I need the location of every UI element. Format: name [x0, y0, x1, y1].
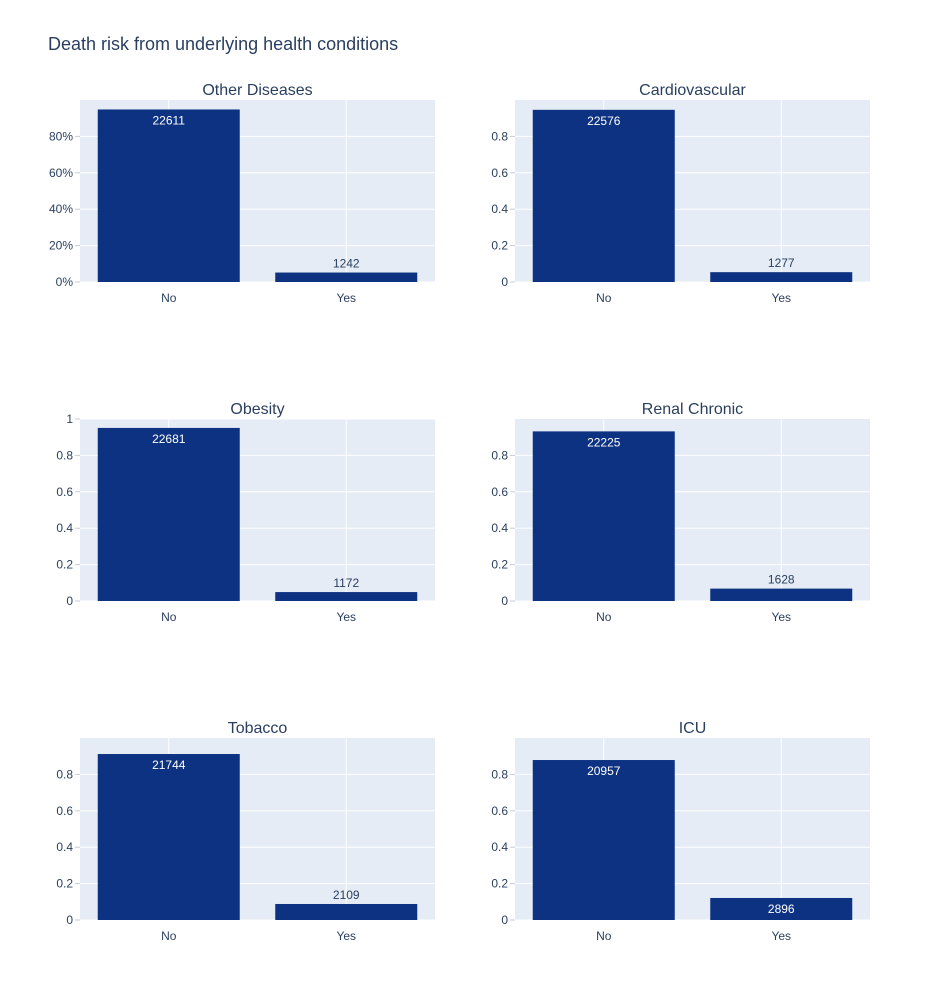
y-tick-label: 0 — [501, 275, 508, 289]
subplot-1: 0% 20% 40% 60% 80% 22611 No 1242 Yes Other Diseas… — [49, 82, 435, 305]
x-tick-label: Yes — [336, 291, 356, 305]
y-tick-label: 0 — [66, 594, 73, 608]
bar-yes — [275, 592, 418, 601]
y-tick-label: 0.8 — [56, 448, 73, 462]
subplot-title: Tobacco — [228, 720, 288, 737]
y-tick-label: 20% — [49, 239, 73, 253]
y-tick-label: 0.8 — [491, 448, 508, 462]
y-tick-label: 80% — [49, 129, 73, 143]
bar-yes — [710, 272, 853, 282]
y-tick-label: 0 — [501, 594, 508, 608]
subplot-5: 0 0.2 0.4 0.6 0.8 21744 No 2109 Yes Tobacco — [56, 720, 435, 943]
data-label: 2109 — [333, 888, 360, 902]
data-label: 20957 — [587, 764, 621, 778]
x-tick-label: No — [161, 929, 177, 943]
bar-no — [532, 760, 675, 920]
y-tick-label: 0.4 — [56, 521, 73, 535]
y-tick-label: 0.4 — [491, 521, 508, 535]
y-tick-label: 0 — [66, 913, 73, 927]
y-tick-label: 0.8 — [491, 767, 508, 781]
subplot-title: Other Diseases — [202, 82, 312, 99]
data-label: 22681 — [152, 432, 186, 446]
x-tick-label: No — [596, 929, 612, 943]
y-tick-label: 0% — [56, 275, 74, 289]
y-tick-label: 0.6 — [56, 485, 73, 499]
bar-no — [97, 754, 240, 920]
y-tick-label: 60% — [49, 166, 73, 180]
bar-no — [532, 431, 675, 601]
data-label: 21744 — [152, 758, 186, 772]
y-tick-label: 0.6 — [491, 804, 508, 818]
x-tick-label: Yes — [771, 291, 791, 305]
data-label: 1172 — [333, 576, 359, 590]
data-label: 22611 — [153, 113, 186, 127]
bar-no — [97, 427, 240, 601]
y-tick-label: 0.4 — [491, 840, 508, 854]
x-tick-label: No — [596, 291, 612, 305]
y-tick-label: 0.6 — [491, 166, 508, 180]
bar-yes — [275, 272, 418, 282]
bar-no — [97, 109, 240, 283]
y-tick-label: 0.2 — [491, 877, 508, 891]
data-label: 1242 — [333, 257, 360, 271]
subplot-title: Cardiovascular — [639, 82, 746, 99]
y-tick-label: 0.2 — [491, 239, 508, 253]
y-tick-label: 0.6 — [491, 485, 508, 499]
data-label: 1628 — [768, 573, 795, 587]
y-tick-label: 40% — [49, 202, 73, 216]
data-label: 2896 — [768, 902, 795, 916]
subplot-2: 0 0.2 0.4 0.6 0.8 22576 No 1277 Yes Cardiovascula… — [491, 82, 870, 305]
y-tick-label: 0.6 — [56, 804, 73, 818]
subplot-title: Renal Chronic — [642, 401, 743, 418]
y-tick-label: 0.4 — [491, 202, 508, 216]
subplot-3: 0 0.2 0.4 0.6 0.8 1 22681 No 1172 Yes Obesity — [56, 401, 435, 624]
subplot-6: 0 0.2 0.4 0.6 0.8 20957 No 2896 Yes ICU — [491, 720, 870, 943]
y-tick-label: 0.8 — [491, 129, 508, 143]
bar-no — [532, 109, 675, 282]
y-tick-label: 0.2 — [491, 558, 508, 572]
y-tick-label: 0 — [501, 913, 508, 927]
subplot-title: ICU — [679, 720, 707, 737]
data-label: 22576 — [587, 114, 621, 128]
data-label: 1277 — [768, 256, 795, 270]
subplot-title: Obesity — [230, 401, 284, 418]
x-tick-label: No — [161, 291, 177, 305]
x-tick-label: No — [596, 610, 612, 624]
bar-yes — [710, 897, 853, 920]
x-tick-label: No — [161, 610, 177, 624]
y-tick-label: 0.2 — [56, 558, 73, 572]
bar-yes — [275, 903, 418, 920]
y-tick-label: 1 — [66, 412, 73, 426]
y-tick-label: 0.8 — [56, 767, 73, 781]
x-tick-label: Yes — [336, 929, 356, 943]
y-tick-label: 0.2 — [56, 877, 73, 891]
y-tick-label: 0.4 — [56, 840, 73, 854]
figure-title: Death risk from underlying health condit… — [48, 34, 398, 54]
subplot-4: 0 0.2 0.4 0.6 0.8 22225 No 1628 Yes Renal Chronic — [491, 401, 870, 624]
bar-yes — [710, 588, 853, 601]
x-tick-label: Yes — [771, 929, 791, 943]
x-tick-label: Yes — [771, 610, 791, 624]
x-tick-label: Yes — [336, 610, 356, 624]
data-label: 22225 — [587, 435, 621, 449]
